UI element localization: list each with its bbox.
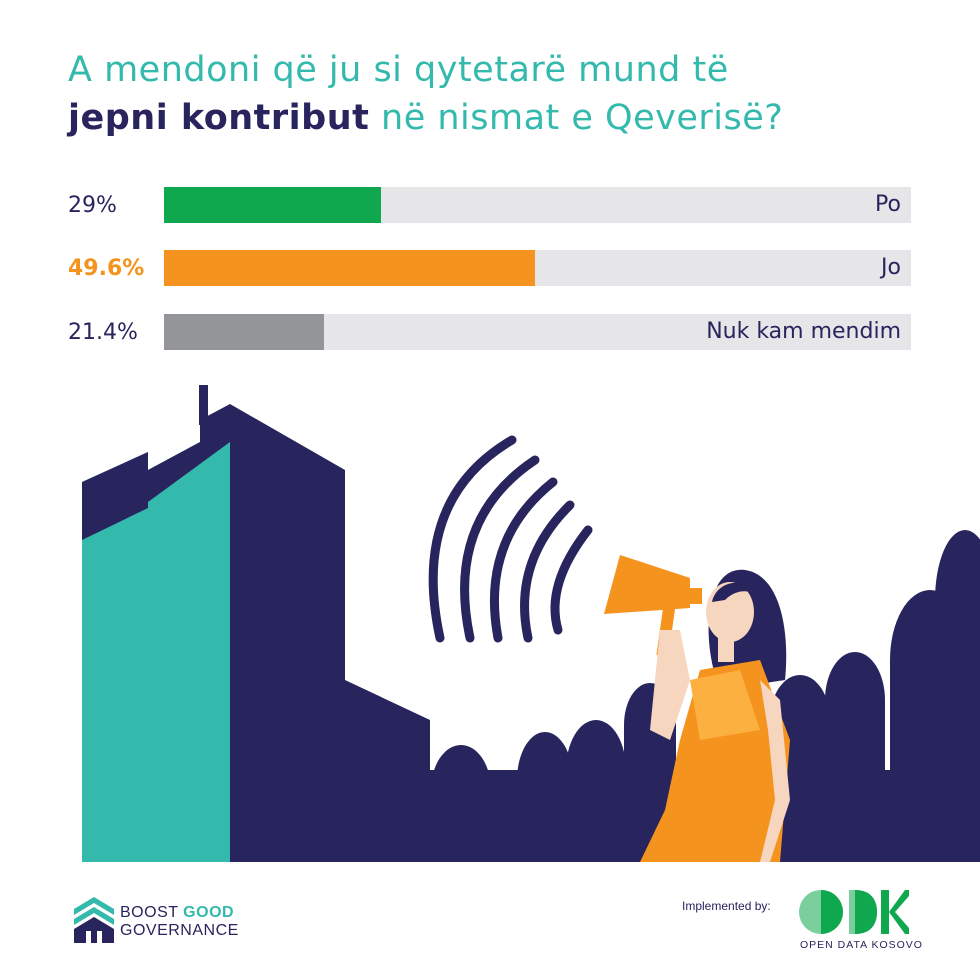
odk-logo bbox=[799, 890, 909, 934]
bar-fill bbox=[164, 250, 535, 286]
bar-track: Nuk kam mendim bbox=[164, 314, 911, 350]
value-label: 21.4% bbox=[68, 320, 138, 345]
chart-title: A mendoni që ju si qytetarë mund të jepn… bbox=[68, 46, 928, 142]
megaphone-icon bbox=[604, 555, 702, 657]
title-rest-text: në nismat e Qeverisë? bbox=[369, 98, 784, 138]
brand-good: GOOD bbox=[183, 904, 235, 921]
implemented-by-label: Implemented by: bbox=[682, 899, 771, 913]
crowd-silhouette bbox=[420, 530, 980, 862]
bar-row: 21.4% Nuk kam mendim bbox=[0, 314, 980, 352]
value-label: 49.6% bbox=[68, 256, 145, 281]
value-label: 29% bbox=[68, 193, 117, 218]
bar-row: 29% Po bbox=[0, 187, 980, 225]
category-label: Po bbox=[875, 192, 901, 217]
woman-figure bbox=[640, 569, 790, 862]
title-line-1: A mendoni që ju si qytetarë mund të bbox=[68, 50, 729, 90]
brand-governance: GOVERNANCE bbox=[120, 922, 239, 939]
sound-waves bbox=[428, 435, 593, 643]
building-illustration bbox=[82, 385, 430, 862]
bar-row: 49.6% Jo bbox=[0, 250, 980, 288]
category-label: Nuk kam mendim bbox=[706, 319, 901, 344]
title-bold-text: jepni kontribut bbox=[68, 98, 370, 138]
brand-line-1: BOOST GOOD bbox=[120, 904, 239, 922]
bar-track: Po bbox=[164, 187, 911, 223]
brand-text: BOOST GOOD GOVERNANCE bbox=[120, 904, 239, 940]
odk-subtitle: OPEN DATA KOSOVO bbox=[800, 939, 923, 951]
bar-track: Jo bbox=[164, 250, 911, 286]
protest-illustration bbox=[82, 385, 980, 862]
category-label: Jo bbox=[881, 255, 901, 280]
brand-boost: BOOST bbox=[120, 904, 179, 921]
title-line-2: jepni kontribut në nismat e Qeverisë? bbox=[68, 94, 928, 142]
bar-fill bbox=[164, 314, 324, 350]
bar-fill bbox=[164, 187, 381, 223]
boost-good-governance-logo bbox=[74, 897, 114, 943]
